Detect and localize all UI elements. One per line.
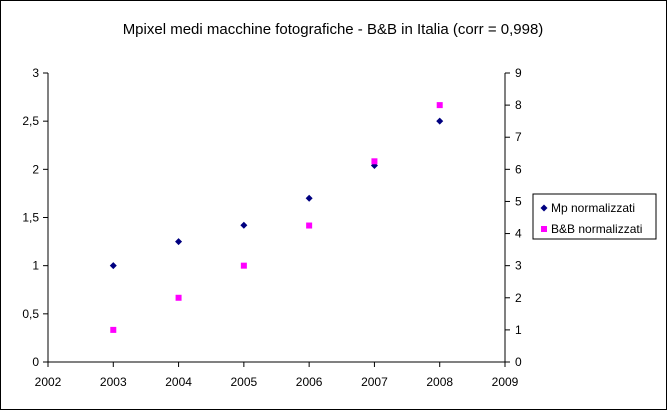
y-left-tick-label: 3 bbox=[32, 66, 39, 80]
mp-point bbox=[109, 262, 117, 270]
y-right-tick-label: 0 bbox=[515, 355, 522, 369]
x-tick-label: 2004 bbox=[165, 375, 192, 389]
y-left-tick-label: 2 bbox=[32, 162, 39, 176]
x-tick-label: 2008 bbox=[426, 375, 453, 389]
bb-point bbox=[175, 294, 182, 301]
bb-point bbox=[371, 158, 378, 165]
y-left-tick-label: 0,5 bbox=[22, 307, 39, 321]
x-tick-label: 2002 bbox=[35, 375, 62, 389]
y-right-tick-label: 9 bbox=[515, 66, 522, 80]
y-left-tick-label: 2,5 bbox=[22, 114, 39, 128]
legend-label-bb: B&B normalizzati bbox=[551, 222, 642, 236]
y-right-tick-label: 8 bbox=[515, 98, 522, 112]
bb-point bbox=[436, 102, 443, 109]
legend-box bbox=[532, 193, 657, 240]
bb-point bbox=[240, 262, 247, 269]
y-right-tick-label: 4 bbox=[515, 227, 522, 241]
y-right-tick-label: 6 bbox=[515, 162, 522, 176]
y-right-tick-label: 3 bbox=[515, 259, 522, 273]
axes: 2002 2003 2004 2005 2006 2007 2008 2009 0 0,5 1 1,5… bbox=[22, 66, 522, 389]
y-left-tick-label: 1 bbox=[32, 259, 39, 273]
legend-label-mp: Mp normalizzati bbox=[551, 201, 635, 215]
chart-title: Mpixel medi macchine fotografiche - B&B … bbox=[123, 21, 544, 38]
bb-point bbox=[110, 326, 117, 333]
x-tick-label: 2003 bbox=[100, 375, 127, 389]
legend-marker-mp bbox=[540, 204, 548, 212]
legend: Mp normalizzati B&B normalizzati bbox=[532, 193, 657, 240]
y-left-tick-label: 1,5 bbox=[22, 211, 39, 225]
x-tick-label: 2007 bbox=[361, 375, 388, 389]
mp-point bbox=[436, 117, 444, 125]
mp-point bbox=[305, 194, 313, 202]
y-right-tick-label: 7 bbox=[515, 130, 522, 144]
y-right-tick-label: 1 bbox=[515, 323, 522, 337]
x-tick-label: 2009 bbox=[492, 375, 519, 389]
bb-point bbox=[306, 222, 313, 229]
x-tick-label: 2005 bbox=[231, 375, 258, 389]
y-left-tick-label: 0 bbox=[32, 355, 39, 369]
y-right-tick-label: 2 bbox=[515, 291, 522, 305]
mp-point bbox=[240, 221, 248, 229]
y-right-tick-label: 5 bbox=[515, 194, 522, 208]
legend-marker-bb bbox=[541, 226, 547, 232]
mp-point bbox=[175, 238, 183, 246]
x-tick-label: 2006 bbox=[296, 375, 323, 389]
data-marks bbox=[109, 102, 444, 333]
